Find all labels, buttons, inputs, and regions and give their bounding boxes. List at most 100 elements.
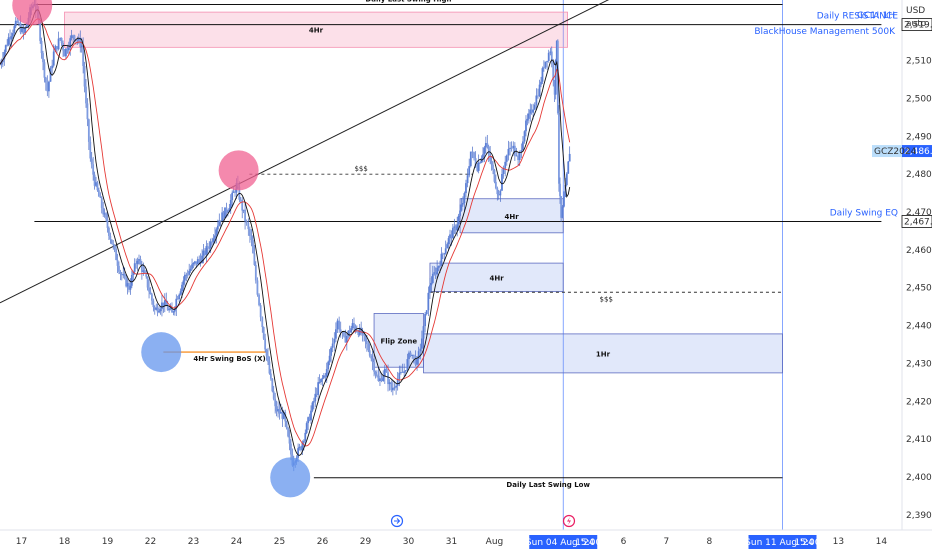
candle-body (529, 109, 532, 114)
candle-body (172, 311, 175, 313)
candle-body (302, 441, 305, 443)
candle-body (552, 61, 555, 81)
candle-body (87, 119, 90, 142)
candle-body (151, 294, 153, 301)
candle-body (560, 196, 562, 218)
price-tag-label: 2,467.5 (904, 217, 932, 227)
candle-body (474, 158, 477, 166)
candle-body (229, 200, 232, 209)
candle-body (489, 153, 492, 162)
candle-body (403, 371, 406, 373)
candle-body (42, 53, 44, 63)
candle-body (367, 344, 370, 351)
candle-body (138, 259, 140, 261)
price-tick-label: 2,390.0 (906, 511, 932, 521)
candle-body (261, 317, 264, 328)
candle-body (231, 192, 234, 201)
candle-body (424, 314, 427, 327)
price-tick-label: 2,440.0 (906, 322, 932, 332)
candle-body (105, 213, 107, 220)
candle-body (439, 265, 441, 267)
time-highlight-box (529, 535, 598, 549)
liquidity-label: $$$ (354, 165, 367, 173)
candle-body (129, 285, 132, 290)
candle-body (301, 442, 304, 451)
time-axis[interactable]: 17 18 19 22 23 24 25 26 29 30 31 Aug 6 7 8 13 14 Sun 04 … (0, 529, 932, 549)
candle-body (568, 153, 571, 162)
series-tag-label: GCZ2024 (874, 147, 917, 157)
candle-body (321, 377, 324, 379)
candle-body (457, 215, 460, 225)
candle-body (60, 37, 63, 44)
time-tick-label: 18 (59, 537, 71, 547)
candle-body (148, 287, 150, 292)
candle-body (390, 382, 393, 391)
candle-body (56, 46, 58, 50)
candle-body (328, 355, 331, 362)
candle-body (143, 270, 146, 274)
candle-body (454, 226, 457, 231)
bottom-markers[interactable] (390, 514, 576, 528)
candle-body (411, 354, 414, 356)
price-axis[interactable]: 2,390.0 2,400.0 2,410.0 2,420.0 2,430.0 2,440… (872, 0, 932, 550)
candle-body (86, 103, 89, 120)
currency-label[interactable]: USD (906, 6, 925, 16)
price-tick-label: 2,470.0 (906, 208, 932, 218)
candle-body (252, 240, 254, 254)
candle-body (441, 253, 444, 255)
time-tick-label: 30 (403, 537, 415, 547)
candle-body (16, 20, 19, 23)
candle-body (69, 38, 72, 49)
candle-body (208, 247, 211, 249)
trendline (0, 0, 610, 304)
candle-body (226, 211, 229, 213)
scale-mode-label[interactable]: auto (906, 19, 927, 29)
candle-body (526, 118, 529, 121)
candle-body (80, 45, 83, 47)
candle-body (383, 368, 386, 377)
candle-body (444, 248, 447, 254)
candle-body (62, 43, 64, 51)
candle-body (547, 52, 550, 61)
zone-label: 1Hr (596, 350, 611, 358)
candle-body (538, 84, 541, 97)
candle-body (477, 162, 480, 171)
candle-body (196, 259, 199, 265)
zone-box (423, 333, 783, 374)
price-tick-labels: 2,390.0 2,400.0 2,410.0 2,420.0 2,430.0 2,440… (906, 57, 932, 521)
candle-body (83, 65, 86, 87)
candle-body (430, 282, 433, 286)
candle-body (463, 193, 466, 203)
zone-box (429, 262, 564, 292)
candle-body (490, 161, 493, 165)
candle-body (419, 348, 422, 352)
candle-body (59, 37, 62, 39)
swing-circle-marker (141, 332, 182, 373)
price-tag-label: 2,519.5 (904, 21, 932, 31)
candle-body (175, 298, 178, 309)
candle-body (446, 244, 449, 249)
candle-body (351, 323, 354, 329)
candle-body (205, 246, 208, 255)
candle-body (469, 151, 472, 167)
swing-circle-marker (218, 150, 259, 191)
time-tick-label: 8 (707, 537, 713, 547)
candle-body (553, 80, 556, 95)
candle-body (476, 165, 479, 171)
candle-body (133, 263, 136, 272)
time-tick-label: 13 (833, 537, 844, 547)
candle-body (191, 264, 193, 269)
candle-body (268, 361, 271, 374)
candle-body (404, 370, 407, 372)
candle-body (206, 246, 209, 249)
candle-body (379, 378, 381, 382)
candle-body (40, 40, 43, 54)
swing-bos-label: 4Hr Swing BoS (X) (193, 355, 265, 363)
candle-body (97, 190, 100, 197)
symbol-legend: GC1! 1H BlackHouse Management 500K (754, 11, 896, 37)
candle-body (518, 152, 521, 161)
candle-body (14, 20, 17, 27)
candle-body (318, 382, 321, 383)
candle-body (195, 261, 198, 265)
